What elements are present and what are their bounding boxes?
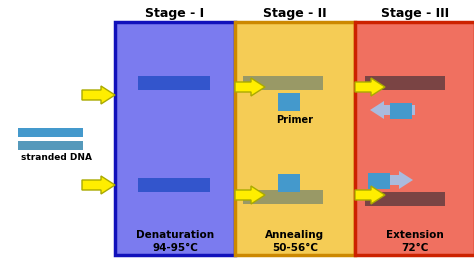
Bar bbox=[365, 76, 445, 90]
FancyArrow shape bbox=[355, 78, 385, 96]
Bar bbox=[18, 128, 83, 137]
FancyArrow shape bbox=[355, 186, 385, 204]
Text: 50-56°C: 50-56°C bbox=[272, 243, 318, 253]
Text: stranded DNA: stranded DNA bbox=[21, 153, 92, 162]
Bar bbox=[278, 174, 300, 192]
Text: Double-: Double- bbox=[37, 144, 77, 153]
FancyArrow shape bbox=[370, 101, 415, 119]
Bar bbox=[365, 192, 445, 206]
FancyArrow shape bbox=[82, 176, 115, 194]
Bar bbox=[115, 22, 235, 255]
Bar bbox=[243, 76, 323, 90]
FancyArrow shape bbox=[235, 78, 265, 96]
Text: Extension: Extension bbox=[386, 230, 444, 240]
Bar bbox=[390, 103, 412, 119]
Bar bbox=[243, 190, 323, 204]
Text: 72°C: 72°C bbox=[401, 243, 428, 253]
FancyArrow shape bbox=[368, 171, 413, 189]
FancyArrow shape bbox=[82, 86, 115, 104]
Text: Denaturation: Denaturation bbox=[136, 230, 214, 240]
Text: Stage - II: Stage - II bbox=[263, 7, 327, 20]
Bar bbox=[18, 141, 83, 150]
Bar bbox=[235, 22, 355, 255]
Bar bbox=[138, 178, 210, 192]
FancyArrow shape bbox=[235, 186, 265, 204]
Text: Primer: Primer bbox=[276, 115, 313, 125]
Bar bbox=[368, 173, 390, 189]
Text: Annealing: Annealing bbox=[265, 230, 325, 240]
Text: Stage - I: Stage - I bbox=[146, 7, 205, 20]
Bar bbox=[355, 22, 474, 255]
Text: 94-95°C: 94-95°C bbox=[152, 243, 198, 253]
Bar bbox=[278, 93, 300, 111]
Text: Stage - III: Stage - III bbox=[381, 7, 449, 20]
Bar bbox=[138, 76, 210, 90]
